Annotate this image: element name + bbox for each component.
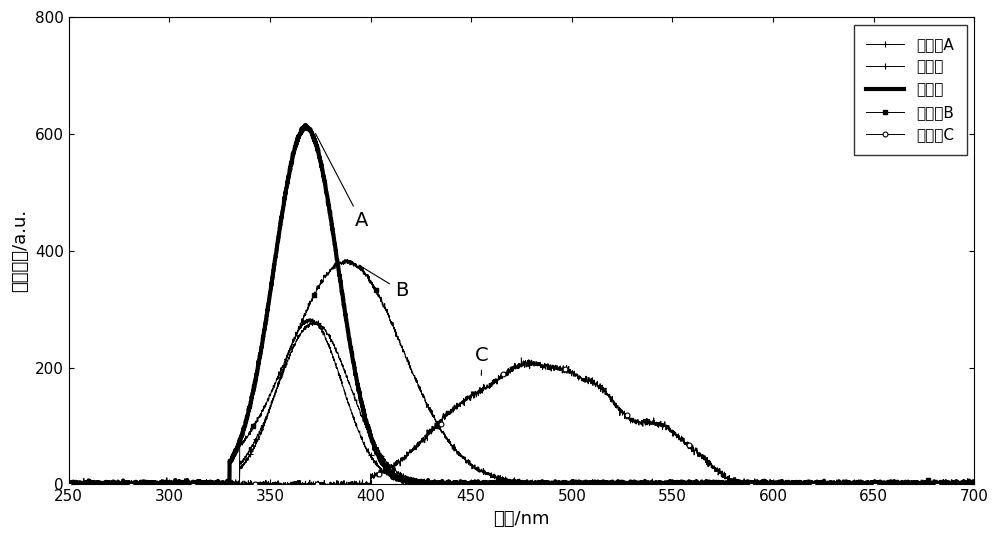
Line: 米糊油: 米糊油 [65, 318, 978, 488]
调和油A [63, 479, 75, 485]
调和油A [171, 480, 183, 486]
米糊油 [311, 318, 323, 324]
Text: A: A [315, 134, 368, 230]
大豆油B [410, 375, 422, 382]
菜籽油 [968, 481, 980, 487]
地沟油C [171, 480, 183, 487]
Line: 地沟油C: 地沟油C [66, 356, 977, 487]
调和油A [304, 315, 316, 322]
米糊油 [410, 475, 422, 482]
Text: B: B [359, 265, 408, 300]
米糊油 [968, 480, 980, 487]
菜籽油 [630, 480, 642, 487]
调和油A [963, 481, 975, 488]
X-axis label: 波长/nm: 波长/nm [493, 510, 550, 528]
菜籽油 [63, 479, 75, 486]
大豆油B [339, 256, 351, 262]
菜籽油 [881, 480, 893, 487]
调和油A [881, 481, 893, 487]
米糊油 [881, 479, 893, 486]
地沟油C [63, 481, 75, 488]
地沟油C [921, 480, 933, 487]
地沟油C [968, 481, 980, 488]
Legend: 调和油A, 米糊油, 菜籽油, 大豆油B, 地沟油C: 调和油A, 米糊油, 菜籽油, 大豆油B, 地沟油C [854, 25, 967, 155]
大豆油B [63, 480, 75, 486]
米糊油 [885, 480, 897, 487]
Line: 大豆油B: 大豆油B [66, 257, 977, 487]
Line: 菜籽油: 菜籽油 [69, 125, 974, 485]
地沟油C [881, 481, 893, 488]
调和油A [968, 480, 980, 487]
大豆油B [968, 481, 980, 487]
菜籽油 [963, 481, 975, 488]
米糊油 [63, 479, 75, 485]
调和油A [410, 479, 422, 485]
地沟油C [630, 420, 642, 427]
菜籽油 [299, 122, 311, 128]
大豆油B [938, 481, 950, 488]
大豆油B [921, 480, 933, 487]
米糊油 [630, 481, 642, 487]
调和油A [885, 481, 897, 487]
菜籽油 [410, 479, 422, 486]
调和油A [630, 479, 642, 486]
大豆油B [881, 481, 893, 487]
地沟油C [409, 445, 421, 451]
地沟油C [515, 355, 527, 361]
大豆油B [630, 479, 642, 486]
调和油A [921, 481, 933, 487]
菜籽油 [921, 480, 933, 486]
大豆油B [171, 481, 183, 488]
菜籽油 [171, 481, 183, 488]
米糊油 [485, 481, 497, 488]
米糊油 [171, 481, 183, 488]
地沟油C [885, 481, 897, 488]
米糊油 [921, 480, 933, 487]
Text: C: C [475, 345, 489, 375]
大豆油B [885, 480, 897, 486]
菜籽油 [885, 480, 897, 487]
Line: 调和油A: 调和油A [65, 315, 978, 488]
Y-axis label: 荧光强度/a.u.: 荧光强度/a.u. [11, 209, 29, 292]
